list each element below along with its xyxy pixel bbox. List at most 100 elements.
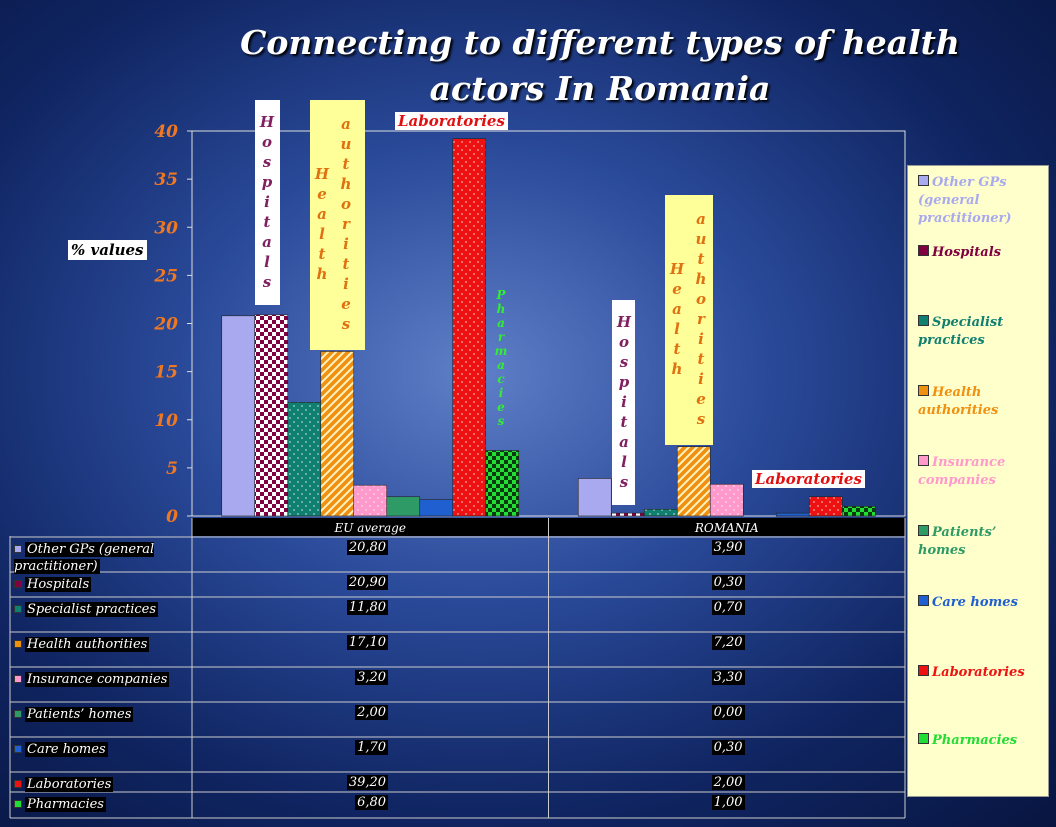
legend-swatch [918, 385, 929, 396]
table-value: 39,20 [346, 775, 389, 790]
annotation: Laboratories [395, 112, 508, 130]
table-cell: 20,90 [192, 575, 389, 590]
legend-swatch [14, 545, 22, 553]
bar [353, 484, 388, 517]
table-value: 1,70 [355, 740, 389, 755]
legend-swatch [14, 675, 22, 683]
legend-swatch [14, 710, 22, 718]
table-cell: 7,20 [549, 635, 745, 650]
legend-label: Health authorities [918, 385, 999, 418]
y-tick-label: 40 [154, 122, 178, 142]
row-label: Laboratories [25, 777, 114, 792]
table-value: 2,00 [711, 775, 745, 790]
annotation: Health authorities [665, 195, 713, 445]
chart-title: Connecting to different types of health … [240, 23, 960, 108]
bar [320, 351, 355, 517]
legend-entry: Patients’ homes [918, 524, 1048, 560]
bar [254, 314, 289, 517]
table-value: 11,80 [346, 600, 389, 615]
table-header: EU average [334, 521, 406, 535]
y-tick-label: 5 [166, 459, 178, 479]
legend-entry: Other GPs (general practitioner) [918, 174, 1048, 228]
table-cell: 3,20 [192, 670, 389, 685]
bar [221, 315, 256, 517]
table-cell: 2,00 [192, 705, 389, 720]
table-header: ROMANIA [694, 521, 759, 535]
bar [709, 483, 744, 517]
table-cell: 17,10 [192, 635, 389, 650]
table-value: 0,70 [711, 600, 745, 615]
row-label: Other GPs (general practitioner) [14, 542, 155, 574]
row-label: Pharmacies [25, 797, 106, 812]
annotation: Hospitals [255, 100, 280, 305]
legend-swatch [14, 800, 22, 808]
legend-entry: Health authorities [918, 384, 1048, 420]
y-tick-label: 10 [154, 411, 178, 431]
annotation: Health authorities [310, 100, 365, 350]
legend-swatch [14, 745, 22, 753]
table-value: 0,30 [711, 575, 745, 590]
legend-label: Specialist practices [918, 315, 1004, 348]
legend-label: Pharmacies [932, 733, 1018, 748]
legend-swatch [918, 525, 929, 536]
table-row-label: Laboratories [14, 776, 189, 793]
table-cell: 3,30 [549, 670, 745, 685]
table-row-label: Specialist practices [14, 601, 189, 618]
row-label: Insurance companies [25, 672, 170, 687]
bar [452, 138, 487, 517]
bar [386, 496, 421, 517]
legend-entry: Pharmacies [918, 732, 1048, 750]
legend-swatch [918, 315, 929, 326]
table-row-label: Health authorities [14, 636, 189, 653]
table-value: 3,90 [711, 540, 745, 555]
bar [485, 450, 520, 517]
table-value: 3,30 [711, 670, 745, 685]
annotation: Hospitals [612, 300, 635, 505]
bar [287, 402, 322, 517]
table-cell: 3,90 [549, 540, 745, 555]
bar [775, 512, 810, 517]
table-cell: 20,80 [192, 540, 389, 555]
table-value: 20,90 [346, 575, 389, 590]
y-tick-label: 25 [153, 266, 178, 286]
table-cell: 1,70 [192, 740, 389, 755]
table-value: 17,10 [346, 635, 389, 650]
bar [643, 508, 678, 517]
legend-swatch [918, 175, 929, 186]
bar [419, 499, 454, 517]
table-value: 2,00 [355, 705, 389, 720]
y-tick-label: 20 [153, 315, 178, 335]
table-value: 0,30 [711, 740, 745, 755]
row-label: Patients’ homes [25, 707, 134, 722]
table-cell: 1,00 [549, 795, 745, 810]
legend-label: Care homes [932, 595, 1018, 610]
table-cell: 0,70 [549, 600, 745, 615]
table-row-label: Patients’ homes [14, 706, 189, 723]
y-tick-label: 15 [154, 363, 178, 383]
table-row-label: Other GPs (general practitioner) [14, 541, 189, 575]
table-value: 3,20 [355, 670, 389, 685]
legend-label: Hospitals [932, 245, 1001, 260]
table-cell: 0,00 [549, 705, 745, 720]
legend-swatch [918, 245, 929, 256]
legend-swatch [918, 665, 929, 676]
table-cell: 0,30 [549, 575, 745, 590]
y-tick-label: 0 [166, 507, 178, 527]
legend-swatch [14, 580, 22, 588]
legend-entry: Insurance companies [918, 454, 1048, 490]
y-tick-label: 35 [154, 170, 178, 190]
bar [841, 506, 876, 517]
table-value: 20,80 [346, 540, 389, 555]
legend-entry: Laboratories [918, 664, 1048, 682]
table-cell: 39,20 [192, 775, 389, 790]
row-label: Hospitals [25, 577, 92, 592]
table-row-label: Hospitals [14, 576, 189, 593]
table-value: 7,20 [711, 635, 745, 650]
legend: Other GPs (general practitioner) Hospital… [907, 165, 1049, 797]
annotation: Laboratories [752, 470, 865, 488]
legend-swatch [918, 455, 929, 466]
legend-entry: Care homes [918, 594, 1048, 612]
legend-swatch [14, 640, 22, 648]
bar [610, 512, 645, 517]
